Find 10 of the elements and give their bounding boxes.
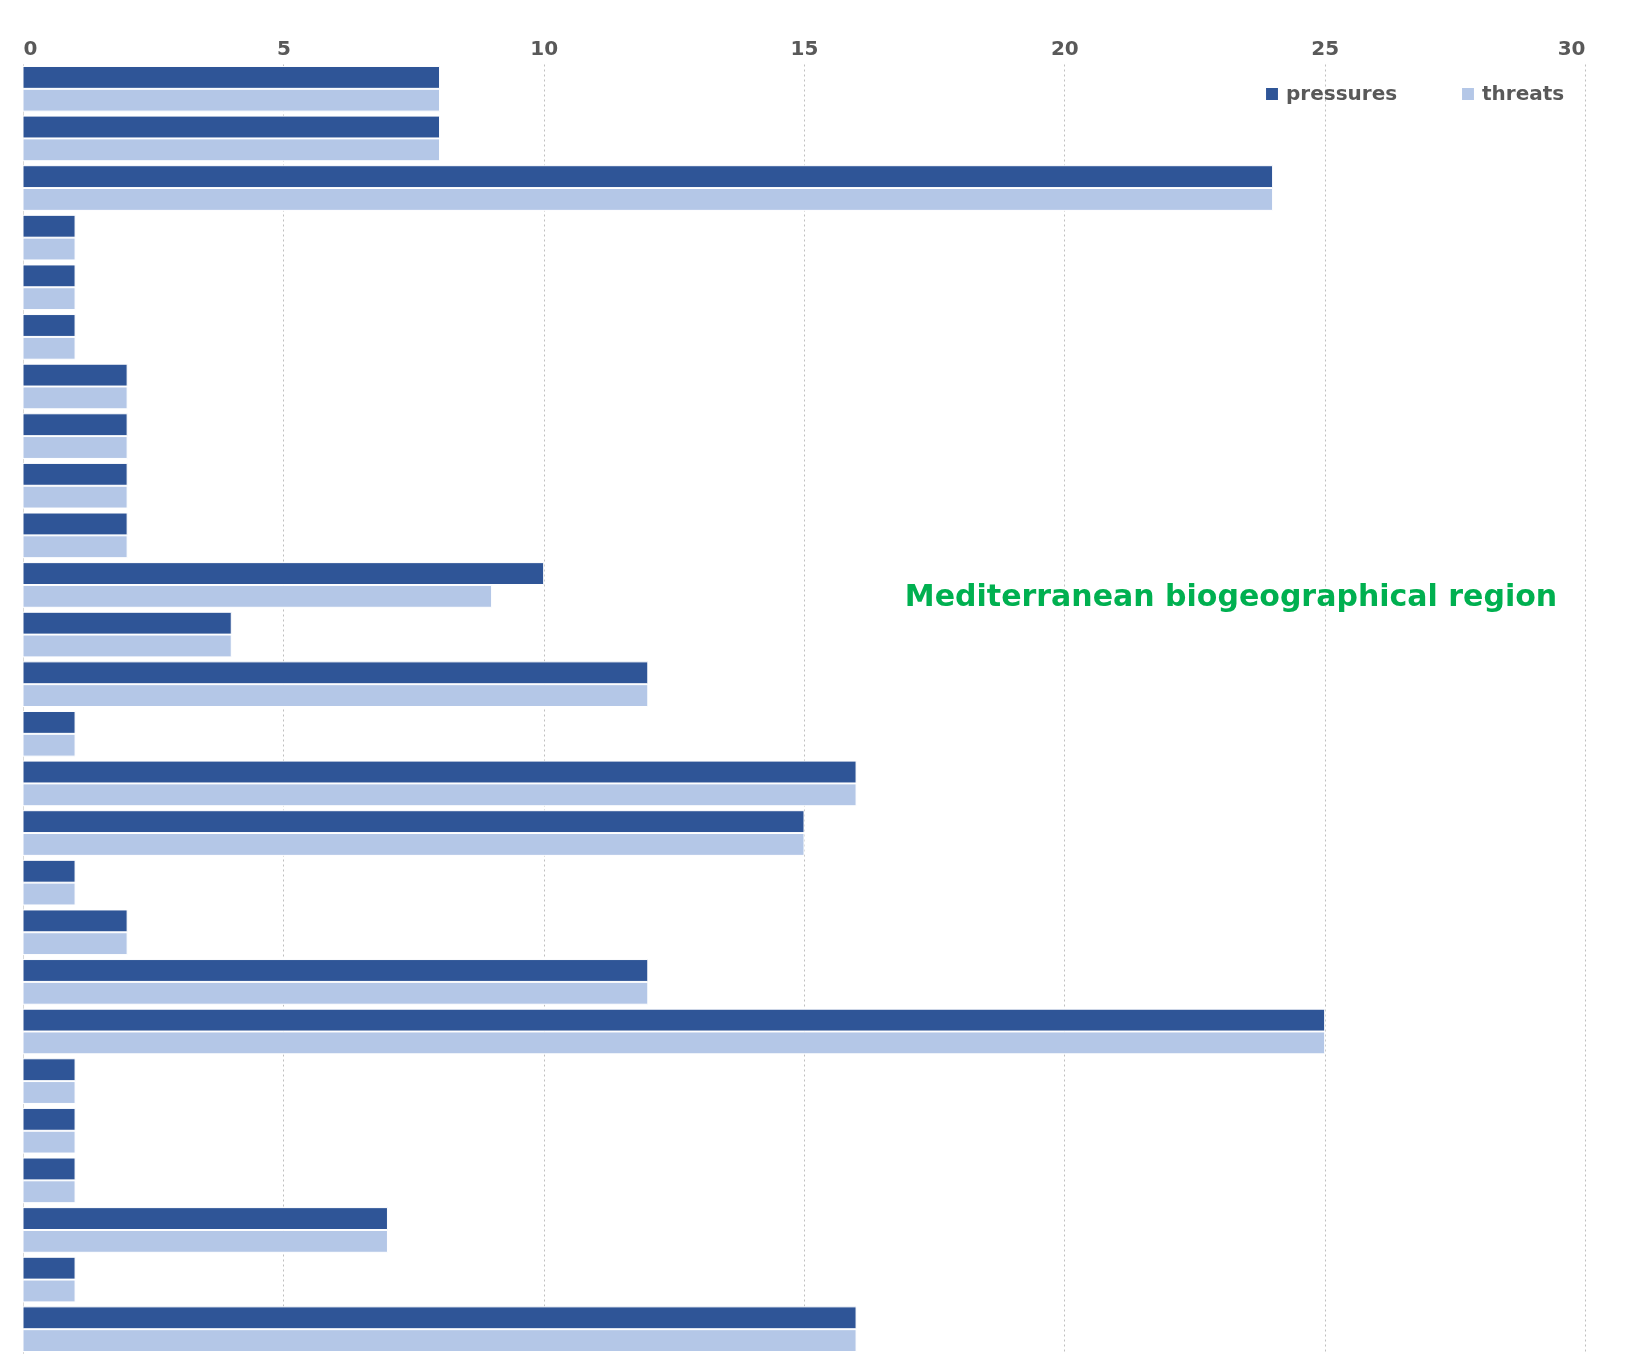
x-tick-label: 25 — [1311, 35, 1340, 60]
x-tick-label: 30 — [1557, 35, 1586, 60]
x-tick-label: 0 — [23, 35, 38, 60]
legend-label: pressures — [1286, 81, 1398, 105]
x-tick-label: 15 — [790, 35, 819, 60]
x-tick-label: 5 — [276, 35, 291, 60]
x-tick-label: 20 — [1050, 35, 1079, 60]
legend-label: threats — [1482, 81, 1565, 105]
x-tick-label: 10 — [530, 35, 559, 60]
annotation: Mediterranean biogeographical region — [904, 578, 1558, 613]
